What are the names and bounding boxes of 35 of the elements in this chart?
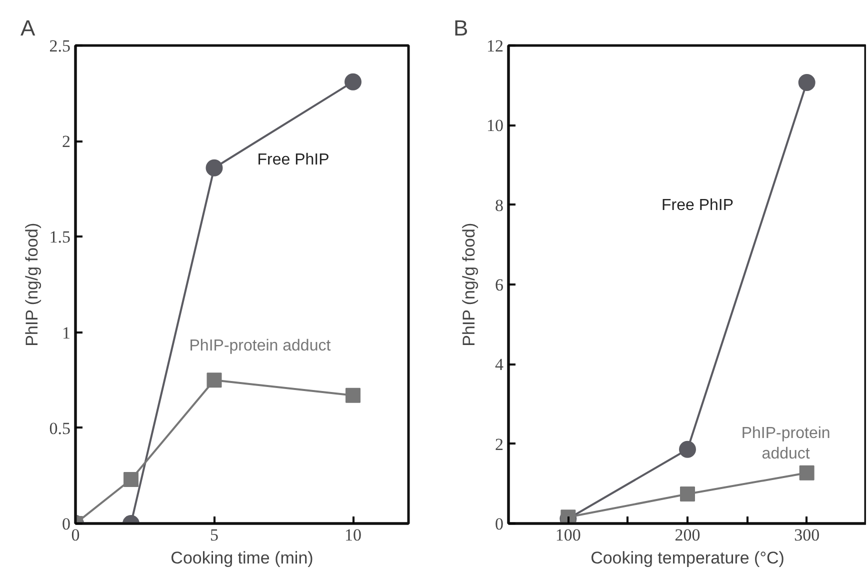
- y-tick-label: 2: [62, 132, 70, 152]
- point: [206, 159, 223, 176]
- x-axis-title: Cooking time (min): [170, 548, 314, 568]
- y-tick-label: 8: [495, 196, 504, 215]
- series-label: PhIP-protein adduct: [189, 338, 332, 355]
- y-axis-title: PhIP (ng/g food): [22, 222, 42, 346]
- x-tick-label: 200: [674, 526, 700, 544]
- x-tick-label: 5: [210, 526, 218, 544]
- point: [346, 388, 360, 403]
- x-axis-title: Cooking temperature (°C): [590, 548, 784, 568]
- chart-title: B: [454, 16, 468, 40]
- series-label: Free PhIP: [661, 196, 734, 214]
- y-tick-label: 2.5: [49, 36, 70, 56]
- point: [680, 486, 695, 502]
- y-tick-label: 12: [486, 36, 504, 56]
- y-tick-label: 10: [486, 116, 504, 136]
- point: [344, 73, 362, 90]
- y-tick-label: 0.5: [49, 418, 70, 438]
- point: [206, 372, 222, 388]
- x-tick-label: 300: [794, 526, 820, 544]
- series-label: PhIP-protein adduct: [741, 425, 830, 463]
- point: [679, 440, 696, 458]
- y-axis-title: PhIP (ng/g food): [460, 222, 478, 346]
- point: [798, 74, 816, 92]
- y-tick-label: 4: [495, 355, 504, 374]
- point: [124, 472, 138, 488]
- chart-title: A: [20, 16, 36, 40]
- x-tick-label: 100: [555, 526, 581, 544]
- x-tick-label: 10: [344, 526, 362, 544]
- y-tick-label: 1.5: [49, 228, 70, 247]
- point: [799, 465, 814, 480]
- y-tick-label: 6: [495, 276, 504, 294]
- y-tick-label: 2: [495, 434, 504, 454]
- y-tick-label: 1: [62, 323, 70, 342]
- series-label: Free PhIP: [257, 151, 330, 168]
